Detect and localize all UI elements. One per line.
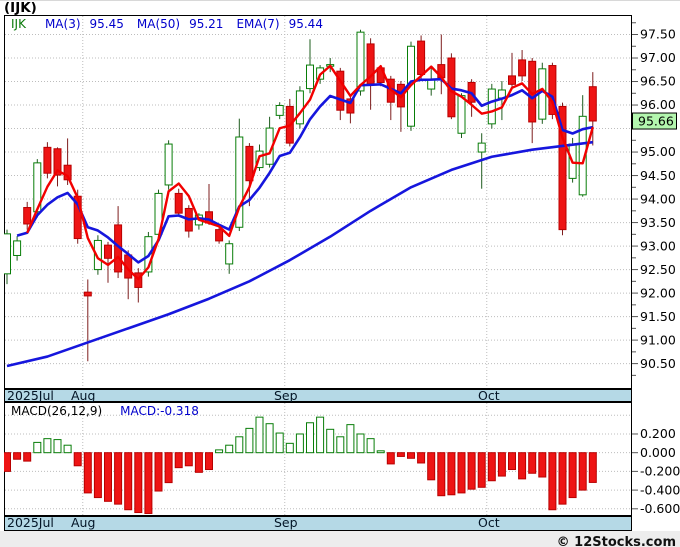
svg-text:96.50: 96.50 bbox=[640, 74, 676, 89]
macd-current-value: MACD:-0.318 bbox=[120, 404, 199, 418]
footer: © 12Stocks.com bbox=[0, 531, 680, 547]
month-label: Aug bbox=[71, 388, 96, 403]
svg-text:91.00: 91.00 bbox=[640, 332, 676, 347]
svg-text:90.50: 90.50 bbox=[640, 356, 676, 371]
svg-text:96.00: 96.00 bbox=[640, 97, 676, 112]
svg-text:93.50: 93.50 bbox=[640, 215, 676, 230]
page-title: (IJK) bbox=[4, 0, 37, 16]
svg-text:95.00: 95.00 bbox=[640, 144, 676, 159]
month-label: Aug bbox=[71, 515, 96, 530]
svg-text:97.50: 97.50 bbox=[640, 27, 676, 42]
svg-text:0.000: 0.000 bbox=[640, 445, 676, 460]
svg-text:92.00: 92.00 bbox=[640, 285, 676, 300]
month-label: Oct bbox=[478, 515, 500, 530]
month-label: Sep bbox=[274, 515, 298, 530]
svg-text:93.00: 93.00 bbox=[640, 238, 676, 253]
month-label: 2025Jul bbox=[7, 388, 54, 403]
symbol-label: IJK bbox=[11, 17, 26, 31]
svg-text:97.00: 97.00 bbox=[640, 50, 676, 65]
price-chart: 97.50 97.00 96.50 96.00 95.00 94.50 94.00 93.50… bbox=[4, 15, 677, 389]
svg-text:-0.400: -0.400 bbox=[640, 482, 680, 497]
svg-text:95.66: 95.66 bbox=[638, 113, 674, 128]
svg-text:92.50: 92.50 bbox=[640, 262, 676, 277]
macd-params-label: MACD(26,12,9) bbox=[11, 404, 103, 418]
svg-text:91.50: 91.50 bbox=[640, 309, 676, 324]
svg-text:-0.600: -0.600 bbox=[640, 501, 680, 516]
ma3-legend: MA(3) 95.45 bbox=[44, 17, 124, 31]
copyright-text: © 12Stocks.com bbox=[556, 535, 676, 547]
ema7-legend: EMA(7) 95.44 bbox=[236, 17, 323, 31]
macd-chart: 0.200 0.000 -0.200 -0.400 -0.600 bbox=[4, 402, 680, 516]
date-axis-band-top: 2025Jul Aug Sep Oct bbox=[4, 388, 632, 403]
price-legend: IJK MA(3) 95.45 MA(50) 95.21 EMA(7) 95.44 bbox=[11, 17, 323, 31]
ma50-legend: MA(50) 95.21 bbox=[136, 17, 224, 31]
svg-text:94.50: 94.50 bbox=[640, 168, 676, 183]
month-label: Sep bbox=[274, 388, 298, 403]
svg-text:-0.200: -0.200 bbox=[640, 464, 680, 479]
month-label: 2025Jul bbox=[7, 515, 54, 530]
svg-text:0.200: 0.200 bbox=[640, 426, 676, 441]
svg-text:94.00: 94.00 bbox=[640, 191, 676, 206]
macd-legend: MACD(26,12,9) MACD:-0.318 bbox=[11, 404, 199, 418]
month-label: Oct bbox=[478, 388, 500, 403]
date-axis-band-bottom: 2025Jul Aug Sep Oct bbox=[4, 516, 632, 531]
